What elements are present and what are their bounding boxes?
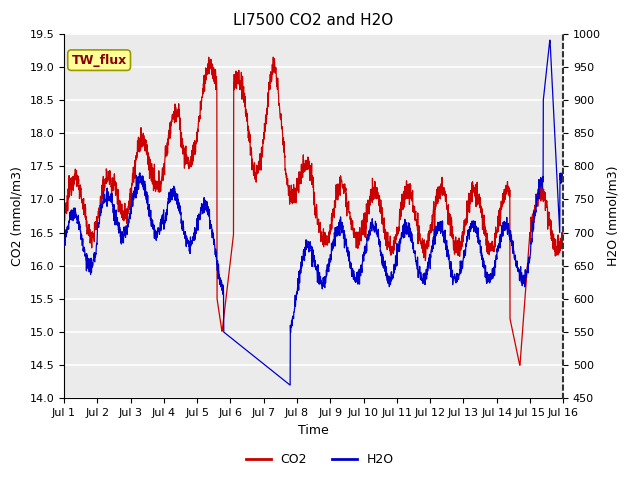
Y-axis label: CO2 (mmol/m3): CO2 (mmol/m3) bbox=[11, 166, 24, 266]
CO2 bbox=[339, 182, 346, 188]
Line: H2O: H2O bbox=[64, 40, 563, 385]
CO2 bbox=[516, 362, 524, 368]
CO2 bbox=[60, 218, 68, 224]
H2O bbox=[529, 224, 537, 230]
H2O bbox=[286, 382, 294, 388]
H2O bbox=[458, 265, 466, 271]
CO2 bbox=[269, 54, 277, 60]
H2O bbox=[559, 167, 567, 173]
Title: LI7500 CO2 and H2O: LI7500 CO2 and H2O bbox=[234, 13, 394, 28]
CO2 bbox=[529, 216, 537, 222]
H2O bbox=[546, 37, 554, 43]
H2O bbox=[60, 240, 68, 246]
Y-axis label: H2O (mmol/m3): H2O (mmol/m3) bbox=[607, 166, 620, 266]
H2O bbox=[199, 204, 207, 210]
CO2 bbox=[199, 90, 207, 96]
CO2 bbox=[559, 247, 567, 253]
Line: CO2: CO2 bbox=[64, 57, 563, 365]
X-axis label: Time: Time bbox=[298, 424, 329, 437]
H2O bbox=[328, 248, 335, 253]
Text: TW_flux: TW_flux bbox=[72, 54, 127, 67]
H2O bbox=[339, 226, 346, 231]
CO2 bbox=[458, 229, 466, 235]
Legend: CO2, H2O: CO2, H2O bbox=[241, 448, 399, 471]
H2O bbox=[515, 270, 523, 276]
CO2 bbox=[328, 226, 335, 231]
CO2 bbox=[515, 360, 523, 366]
